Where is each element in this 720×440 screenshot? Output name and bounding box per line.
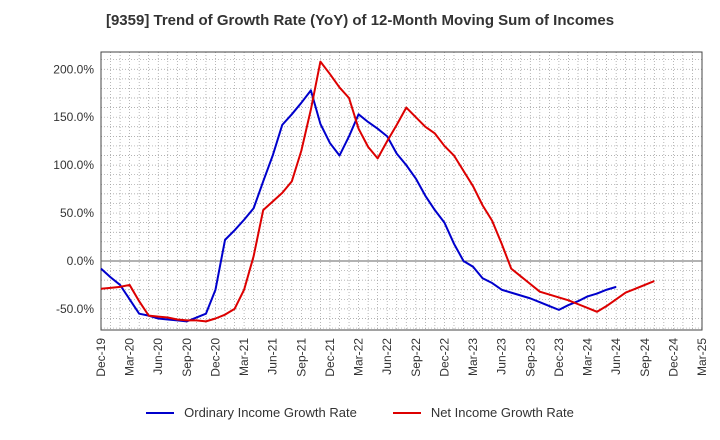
x-tick-label: Sep-24	[638, 338, 652, 377]
y-tick-label: 200.0%	[53, 62, 94, 76]
x-tick-label: Mar-22	[352, 338, 366, 376]
x-tick-label: Dec-19	[94, 338, 108, 377]
chart-legend: Ordinary Income Growth Rate Net Income G…	[0, 405, 720, 420]
x-tick-label: Jun-23	[495, 338, 509, 375]
net-income-growth-line	[100, 60, 655, 323]
x-tick-label: Jun-20	[151, 338, 165, 375]
y-tick-label: 0.0%	[67, 254, 95, 268]
y-tick-label: 150.0%	[53, 110, 94, 124]
plot-frame	[100, 51, 703, 331]
plot-area-frame	[100, 51, 703, 331]
x-tick-label: Mar-24	[581, 338, 595, 376]
x-tick-label: Dec-23	[552, 338, 566, 377]
y-tick-label: 50.0%	[60, 206, 94, 220]
x-tick-label: Mar-23	[466, 338, 480, 376]
series-lines	[100, 60, 655, 323]
x-tick-label: Sep-20	[180, 338, 194, 377]
x-tick-label: Mar-21	[237, 338, 251, 376]
x-tick-label: Mar-25	[695, 338, 709, 376]
legend-item-ordinary-income: Ordinary Income Growth Rate	[146, 405, 357, 420]
y-axis-tick-labels: 200.0% 150.0% 100.0% 50.0% 0.0% -50.0%	[53, 62, 94, 316]
chart-title: [9359] Trend of Growth Rate (YoY) of 12-…	[105, 12, 615, 29]
legend-swatch-blue	[146, 411, 175, 414]
x-tick-label: Dec-22	[437, 338, 451, 377]
x-tick-label: Sep-23	[523, 338, 537, 377]
x-tick-label: Jun-24	[609, 338, 623, 375]
legend-item-net-income: Net Income Growth Rate	[392, 405, 574, 420]
x-tick-label: Dec-20	[208, 338, 222, 377]
x-tick-label: Sep-22	[409, 338, 423, 377]
y-tick-label: -50.0%	[56, 302, 94, 316]
x-tick-label: Jun-22	[380, 338, 394, 375]
x-axis-tick-labels: Dec-19 Mar-20 Jun-20 Sep-20 Dec-20 Mar-21 Jun-…	[94, 338, 709, 377]
legend-label-net-income: Net Income Growth Rate	[430, 405, 574, 420]
x-tick-label: Jun-21	[266, 338, 280, 375]
x-tick-label: Sep-21	[294, 338, 308, 377]
legend-swatch-red	[392, 411, 421, 414]
x-tick-label: Mar-20	[123, 338, 137, 376]
legend-label-ordinary-income: Ordinary Income Growth Rate	[184, 405, 357, 420]
x-tick-label: Dec-21	[323, 338, 337, 377]
x-tick-label: Dec-24	[666, 338, 680, 377]
y-tick-label: 100.0%	[53, 158, 94, 172]
